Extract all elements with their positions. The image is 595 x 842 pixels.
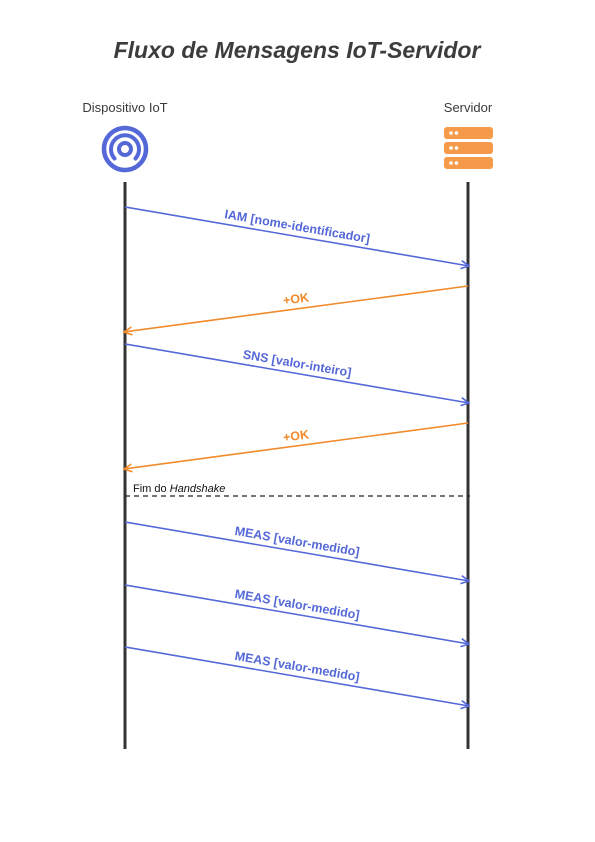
message-arrow (124, 646, 469, 706)
message-1: IAM [nome-identificador] (124, 206, 469, 266)
handshake-divider-label: Fim do Handshake (133, 483, 225, 495)
message-6: MEAS [valor-medido] (124, 584, 469, 644)
message-arrow (124, 584, 469, 644)
message-2: +OK (124, 285, 469, 332)
server-actor-label: Servidor (444, 100, 493, 115)
message-7: MEAS [valor-medido] (124, 646, 469, 706)
message-label: +OK (282, 427, 310, 444)
message-5: MEAS [valor-medido] (124, 521, 469, 581)
message-3: SNS [valor-inteiro] (124, 343, 469, 403)
message-arrow (124, 206, 469, 266)
server-rack-icon (444, 127, 493, 169)
message-arrow (124, 285, 469, 332)
message-4: +OK (124, 422, 469, 469)
message-label: SNS [valor-inteiro] (242, 347, 353, 379)
message-label: MEAS [valor-medido] (234, 524, 361, 559)
message-label: MEAS [valor-medido] (234, 587, 361, 622)
message-label: IAM [nome-identificador] (223, 207, 370, 246)
antenna-signal-icon (101, 125, 149, 173)
message-label: +OK (282, 290, 310, 307)
message-arrow (124, 521, 469, 581)
device-actor-label: Dispositivo IoT (82, 100, 167, 115)
divider-emphasis: Handshake (170, 483, 226, 495)
divider-prefix: Fim do (133, 483, 170, 495)
diagram-title: Fluxo de Mensagens IoT-Servidor (114, 37, 482, 63)
message-list: IAM [nome-identificador] +OK SNS [valor-in… (124, 206, 469, 706)
message-label: MEAS [valor-medido] (234, 649, 361, 684)
message-arrow (124, 343, 469, 403)
message-arrow (124, 422, 469, 469)
